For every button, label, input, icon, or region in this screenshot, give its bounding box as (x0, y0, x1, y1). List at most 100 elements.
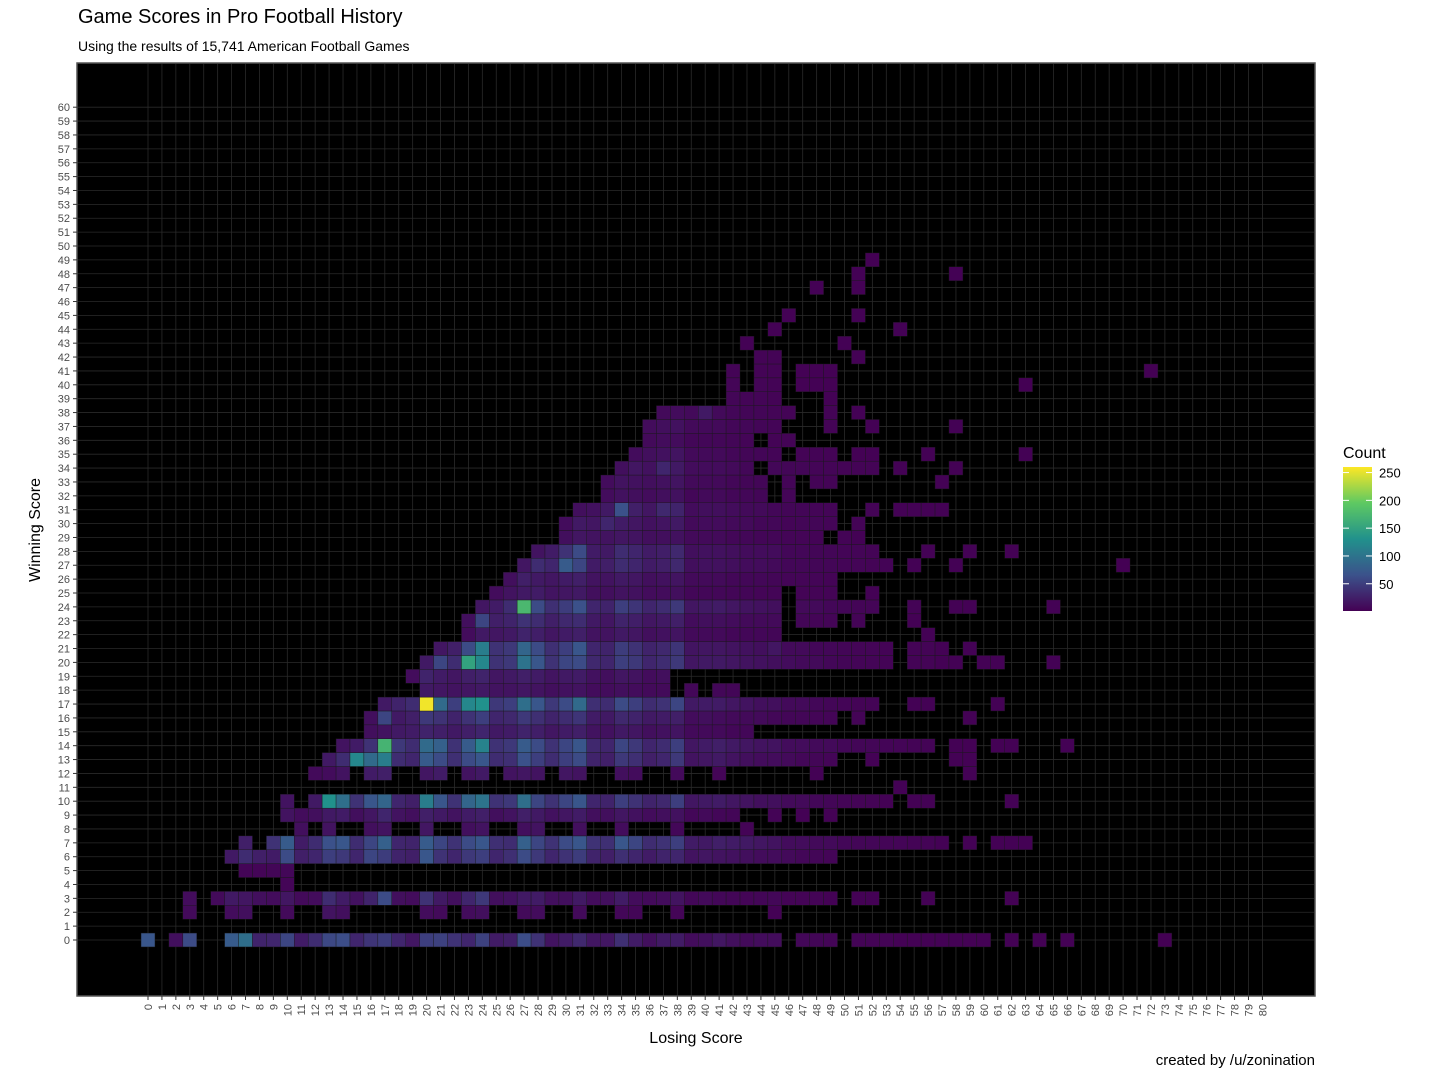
heatmap-cell (586, 571, 601, 587)
heatmap-cell (837, 794, 852, 809)
heatmap-cell (698, 724, 713, 739)
x-tick-label: 71 (1132, 1004, 1144, 1016)
heatmap-cell (614, 613, 629, 628)
heatmap-cell (684, 405, 699, 420)
heatmap-cell (920, 835, 936, 850)
heatmap-cell (210, 891, 225, 906)
heatmap-cell (558, 835, 574, 850)
heatmap-cell (586, 558, 601, 573)
heatmap-cell (294, 891, 309, 906)
heatmap-cell (879, 932, 894, 948)
heatmap-cell (572, 752, 587, 767)
heatmap-cell (739, 571, 755, 587)
heatmap-cell (698, 641, 713, 656)
y-tick-label: 36 (58, 435, 70, 447)
heatmap-cell (363, 849, 379, 864)
heatmap-cell (711, 891, 727, 906)
heatmap-cell (753, 696, 769, 712)
heatmap-cell (266, 863, 281, 878)
heatmap-cell (516, 752, 532, 767)
heatmap-cell (795, 613, 810, 628)
heatmap-cell (934, 474, 950, 490)
heatmap-cell (1157, 932, 1173, 948)
heatmap-cell (642, 794, 657, 809)
heatmap-cell (349, 932, 365, 948)
y-tick-label: 31 (58, 505, 70, 517)
heatmap-cell (656, 807, 671, 823)
heatmap-cell (628, 571, 643, 587)
heatmap-cell (823, 405, 838, 420)
heatmap-cell (628, 669, 643, 684)
heatmap-cell (614, 460, 629, 476)
heatmap-cell (558, 849, 574, 864)
heatmap-cell (405, 794, 420, 809)
heatmap-cell (266, 932, 281, 948)
heatmap-cell (628, 585, 643, 601)
heatmap-cell (906, 613, 922, 628)
heatmap-cell (934, 932, 950, 948)
heatmap-cell (516, 849, 532, 864)
heatmap-cell (475, 905, 490, 920)
x-tick-label: 47 (798, 1004, 810, 1016)
heatmap-cell (642, 447, 657, 462)
heatmap-cell (851, 308, 866, 323)
heatmap-cell (628, 655, 643, 670)
heatmap-cell (530, 766, 546, 781)
heatmap-cell (363, 710, 379, 726)
heatmap-cell (614, 932, 629, 948)
heatmap-cell (558, 752, 574, 767)
x-tick-label: 52 (867, 1004, 879, 1016)
heatmap-cell (893, 835, 908, 850)
x-tick-label: 5 (213, 1004, 225, 1010)
heatmap-cell (628, 474, 643, 490)
heatmap-cell (335, 905, 351, 920)
heatmap-cell (586, 794, 601, 809)
heatmap-cell (725, 474, 741, 490)
heatmap-cell (739, 655, 755, 670)
heatmap-cell (739, 627, 755, 642)
x-tick-label: 15 (352, 1004, 364, 1016)
heatmap-cell (377, 710, 392, 726)
heatmap-cell (725, 405, 741, 420)
heatmap-cell (489, 655, 504, 670)
heatmap-cell (419, 932, 434, 948)
heatmap-cell (795, 460, 810, 476)
heatmap-cell (920, 502, 936, 517)
heatmap-cell (823, 710, 838, 726)
heatmap-cell (280, 863, 295, 878)
y-tick-label: 26 (58, 574, 70, 586)
heatmap-cell (614, 669, 629, 684)
heatmap-cell (767, 405, 783, 420)
x-tick-label: 68 (1090, 1004, 1102, 1016)
heatmap-cell (837, 655, 852, 670)
heatmap-cell (670, 766, 685, 781)
heatmap-cell (976, 932, 991, 948)
heatmap-cell (642, 835, 657, 850)
heatmap-cell (447, 794, 462, 809)
heatmap-cell (628, 558, 643, 573)
legend-label: 100 (1379, 549, 1401, 564)
heatmap-cell (530, 571, 546, 587)
heatmap-cell (586, 724, 601, 739)
heatmap-cell (433, 849, 448, 864)
x-tick-label: 62 (1007, 1004, 1019, 1016)
heatmap-cell (516, 669, 532, 684)
heatmap-cell (614, 585, 629, 601)
heatmap-cell (530, 641, 546, 656)
heatmap-cell (795, 377, 810, 392)
heatmap-cell (307, 835, 323, 850)
heatmap-cell (725, 627, 741, 642)
heatmap-cell (503, 627, 518, 642)
heatmap-cell (544, 683, 560, 698)
heatmap-cell (600, 807, 615, 823)
heatmap-cell (670, 794, 685, 809)
x-tick-label: 28 (533, 1004, 545, 1016)
heatmap-cell (349, 752, 365, 767)
heatmap-cell (879, 738, 894, 753)
heatmap-cell (823, 794, 838, 809)
heatmap-cell (238, 932, 253, 948)
heatmap-cell (419, 766, 434, 781)
heatmap-cell (809, 766, 824, 781)
heatmap-cell (795, 558, 810, 573)
heatmap-cell (879, 794, 894, 809)
